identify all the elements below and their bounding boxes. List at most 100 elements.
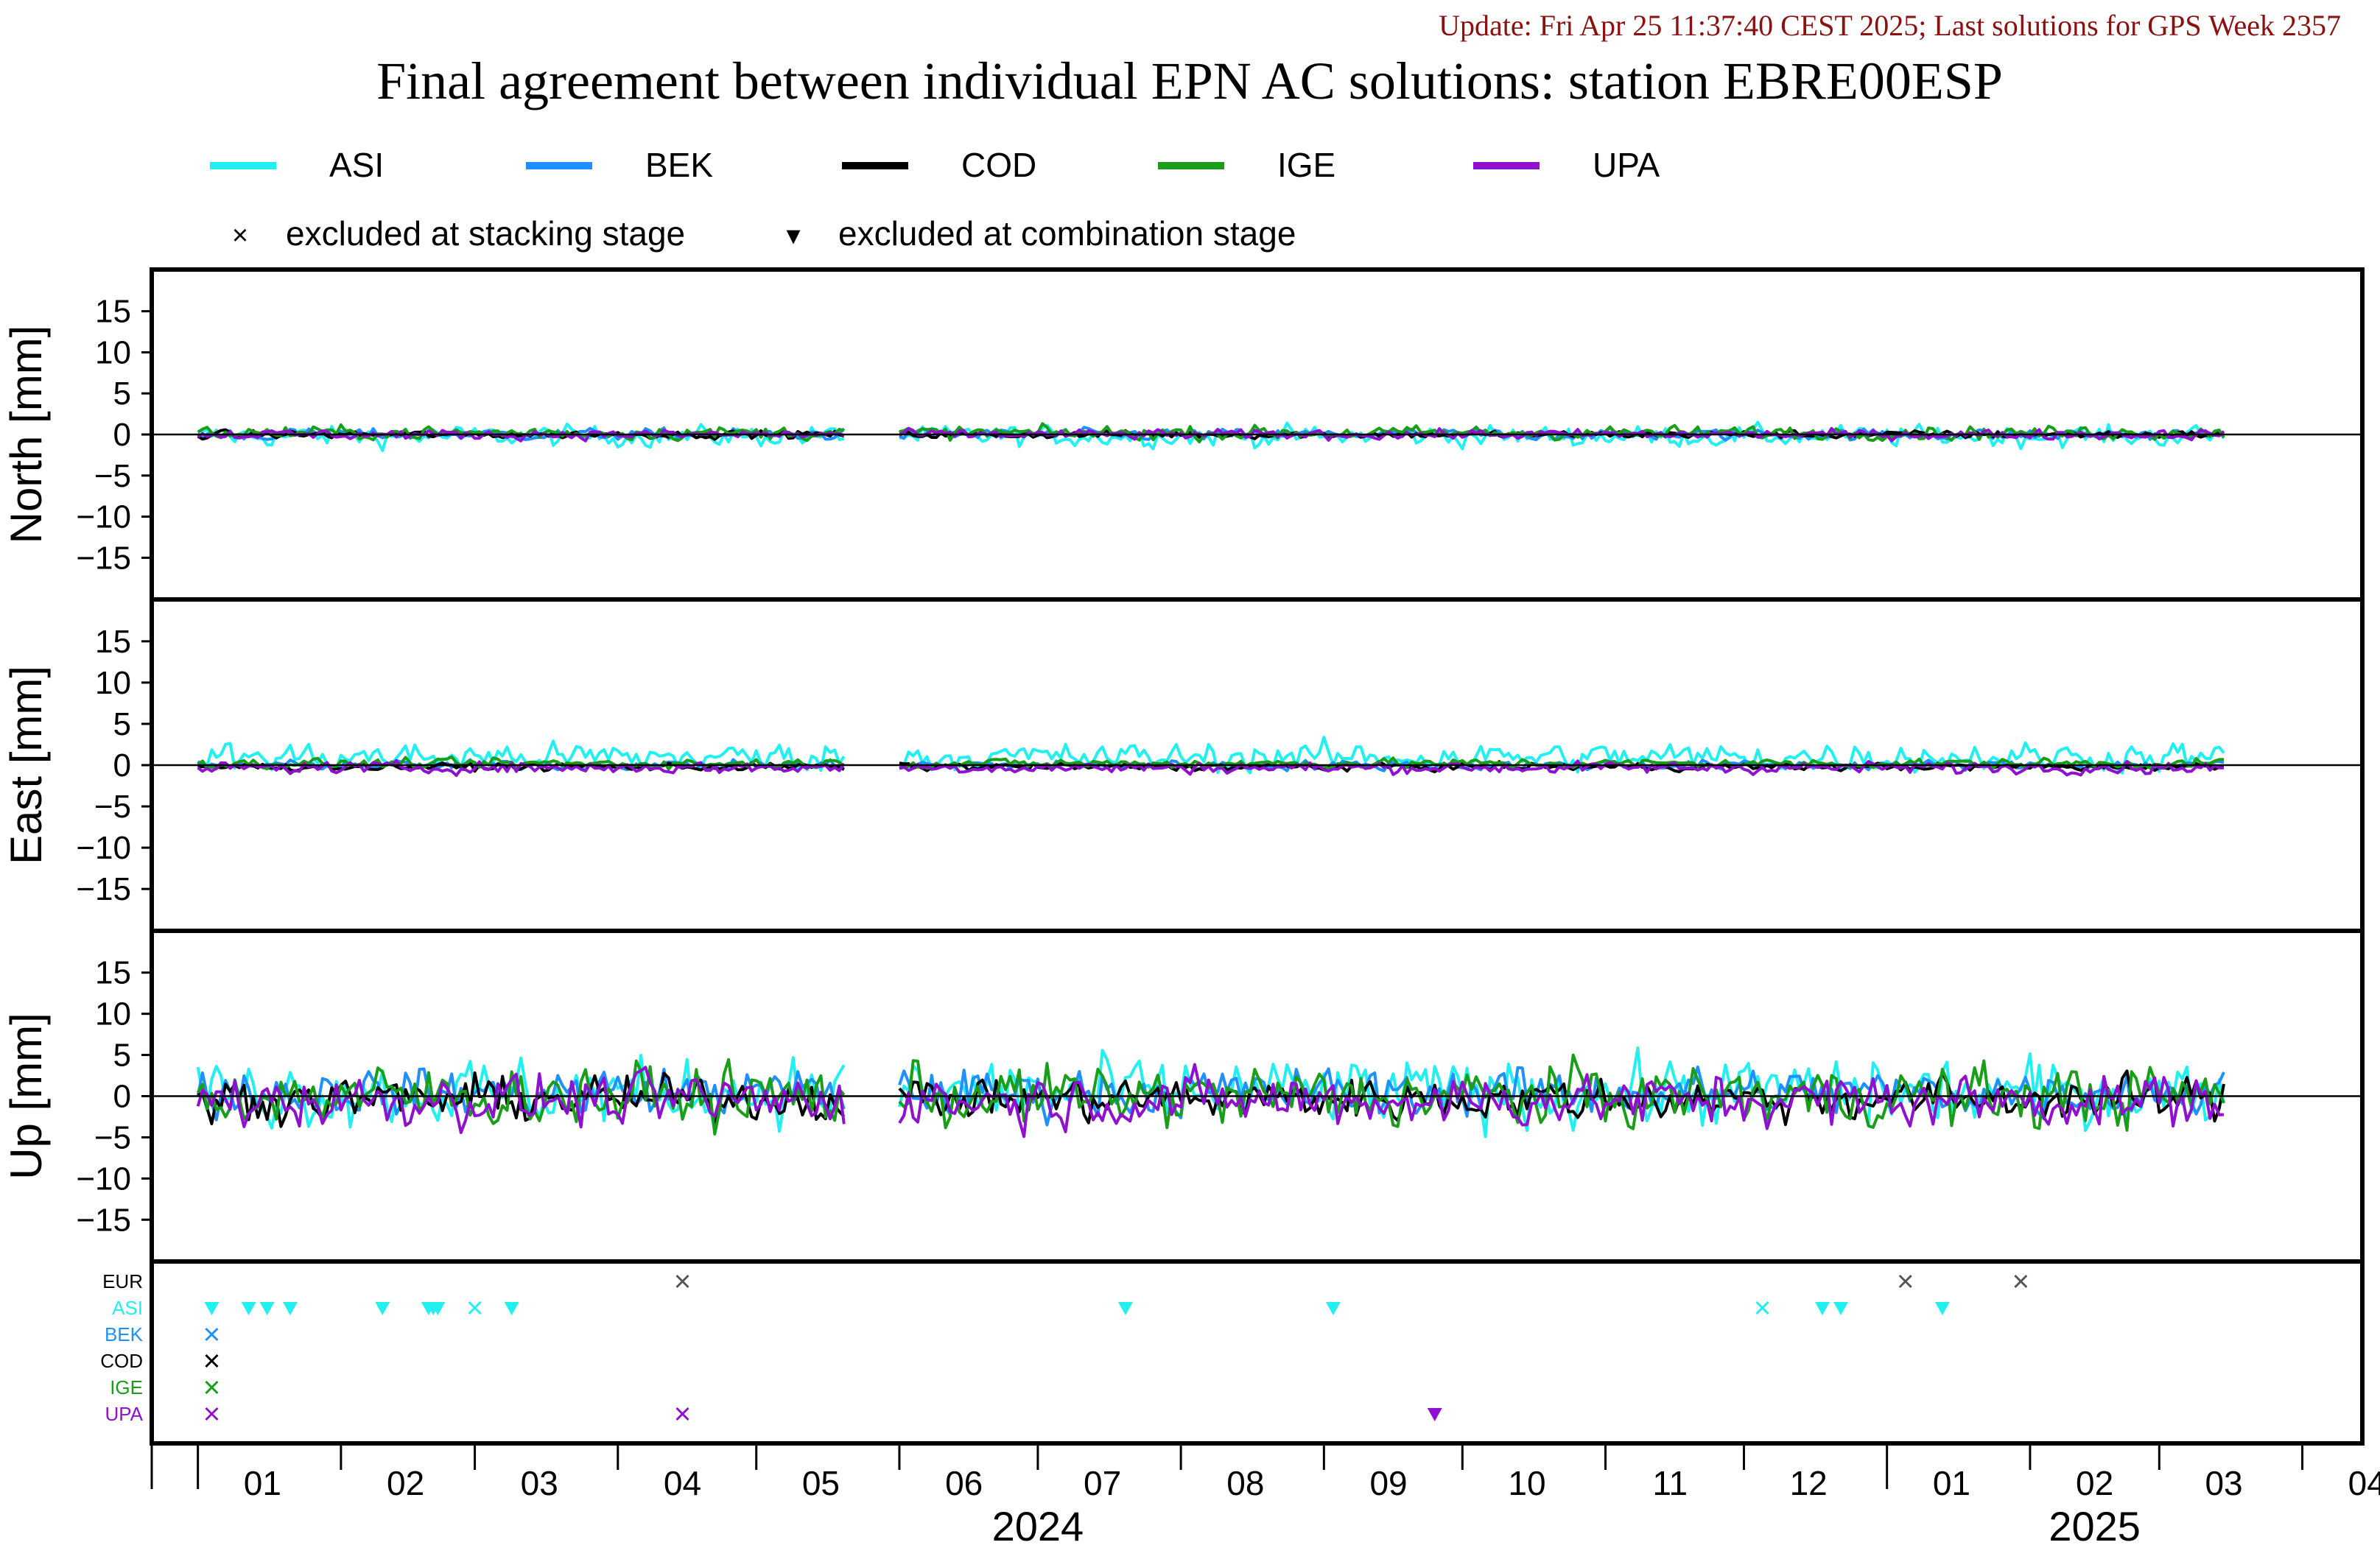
legend-label-ige: IGE [1277, 146, 1335, 184]
xtick-label-month: 03 [2205, 1464, 2242, 1502]
exclusion-triangle-asi [1833, 1302, 1849, 1315]
ytick-label-east: −5 [94, 789, 131, 825]
legend-cross-icon: × [232, 220, 248, 251]
legend-label-asi: ASI [329, 146, 384, 184]
exclusion-cross-bek [205, 1327, 219, 1342]
exclusion-triangle-asi [1934, 1302, 1950, 1315]
xtick-label-month: 04 [664, 1464, 701, 1502]
ytick-label-up: 5 [113, 1038, 131, 1074]
ytick-label-up: 15 [95, 955, 131, 991]
panel-frame-exclusions [150, 1259, 2365, 1446]
series-line-asi-up [196, 1054, 846, 1133]
xtick-label-month: 12 [1790, 1464, 1828, 1502]
series-line-upa-up [898, 1063, 2225, 1138]
exclusion-row-label-ige: IGE [110, 1376, 143, 1398]
series-line-upa-up [196, 1066, 846, 1134]
chart-title: Final agreement between individual EPN A… [376, 52, 2003, 110]
legend-label-combination: excluded at combination stage [838, 214, 1296, 253]
legend: ASI BEK COD IGE UPA × excluded at stacking sta… [210, 146, 1660, 253]
xtick-label-year: 2025 [2049, 1503, 2141, 1545]
ylabel-north: North [mm] [1, 325, 51, 544]
exclusion-triangle-asi [282, 1302, 298, 1315]
ytick-label-up: 10 [95, 996, 131, 1032]
ytick-label-north: 15 [95, 294, 131, 330]
ytick-label-east: 0 [113, 747, 131, 784]
xtick-label-month: 01 [244, 1464, 281, 1502]
ytick-label-up: −15 [76, 1202, 131, 1238]
exclusion-triangle-asi [1325, 1302, 1341, 1315]
legend-label-upa: UPA [1593, 146, 1660, 184]
ytick-label-east: 10 [95, 665, 131, 701]
exclusion-triangle-asi [259, 1302, 275, 1315]
exclusion-cross-upa [205, 1407, 219, 1421]
exclusion-cross-upa [675, 1407, 689, 1421]
xtick-label-month: 11 [1652, 1464, 1688, 1502]
ytick-label-east: 5 [113, 706, 131, 742]
xtick-label-month: 05 [802, 1464, 840, 1502]
xtick-label-month: 04 [2348, 1464, 2380, 1502]
xtick-label-month: 02 [2076, 1464, 2113, 1502]
exclusion-cross-stroke [205, 1354, 219, 1368]
exclusion-cross-asi [468, 1301, 482, 1315]
exclusion-triangle-asi [375, 1302, 390, 1315]
legend-label-bek: BEK [645, 146, 713, 184]
exclusion-cross-stroke [2014, 1274, 2028, 1289]
exclusion-cross-stroke [205, 1407, 219, 1421]
exclusion-cross-stroke [675, 1274, 689, 1289]
exclusion-row-label-upa: UPA [105, 1403, 143, 1425]
exclusion-cross-stroke [205, 1327, 219, 1342]
exclusion-cross-asi [1755, 1301, 1769, 1315]
ytick-label-north: −15 [76, 540, 131, 576]
exclusion-cross-stroke [205, 1380, 219, 1395]
ylabel-east: East [mm] [1, 666, 51, 865]
xtick-label-year: 2024 [992, 1503, 1084, 1545]
xtick-label-month: 09 [1369, 1464, 1407, 1502]
xtick-label-month: 10 [1508, 1464, 1545, 1502]
ytick-label-north: −10 [76, 499, 131, 535]
ytick-label-north: 5 [113, 376, 131, 412]
exclusion-cross-stroke [1755, 1301, 1769, 1315]
exclusion-triangle-asi [430, 1302, 446, 1315]
ytick-label-north: 10 [95, 334, 131, 370]
xtick-label-month: 06 [945, 1464, 983, 1502]
exclusion-triangle-asi [204, 1302, 220, 1315]
ytick-label-up: 0 [113, 1079, 131, 1115]
ytick-label-up: −5 [94, 1119, 131, 1155]
exclusion-row-label-bek: BEK [105, 1323, 144, 1345]
exclusion-triangle-upa [1427, 1408, 1442, 1421]
exclusion-triangle-asi [1117, 1302, 1133, 1315]
xtick-label-month: 08 [1226, 1464, 1264, 1502]
legend-triangle-icon: ▾ [786, 220, 800, 251]
exclusion-triangle-asi [1814, 1302, 1830, 1315]
exclusion-triangle-asi [241, 1302, 256, 1315]
exclusion-cross-stroke [1898, 1274, 1912, 1289]
xtick-label-month: 01 [1933, 1464, 1970, 1502]
ytick-label-north: −5 [94, 458, 131, 494]
ylabel-up: Up [mm] [1, 1013, 51, 1180]
legend-label-stacking: excluded at stacking stage [286, 214, 685, 253]
exclusion-row-label-cod: COD [100, 1350, 143, 1372]
update-text: Update: Fri Apr 25 11:37:40 CEST 2025; L… [1439, 9, 2341, 42]
series-line-upa-north [898, 426, 2225, 443]
ytick-label-north: 0 [113, 417, 131, 453]
exclusion-row-label-asi: ASI [112, 1297, 143, 1319]
series-line-ige-up [196, 1057, 846, 1136]
xtick-label-month: 03 [521, 1464, 558, 1502]
exclusion-cross-ige [205, 1380, 219, 1395]
exclusion-cross-stroke [468, 1301, 482, 1315]
legend-label-cod: COD [961, 146, 1036, 184]
exclusion-triangle-asi [504, 1302, 519, 1315]
ytick-label-east: 15 [95, 624, 131, 660]
exclusion-cross-stroke [675, 1407, 689, 1421]
exclusion-row-label-eur: EUR [102, 1270, 143, 1292]
exclusion-cross-cod [205, 1354, 219, 1368]
ytick-label-east: −15 [76, 871, 131, 907]
exclusion-cross-eur [1898, 1274, 1912, 1289]
exclusion-cross-eur [2014, 1274, 2028, 1289]
exclusion-cross-eur [675, 1274, 689, 1289]
ytick-label-east: −10 [76, 830, 131, 866]
series-line-cod-east [197, 761, 845, 773]
series-line-asi-east [197, 739, 846, 772]
